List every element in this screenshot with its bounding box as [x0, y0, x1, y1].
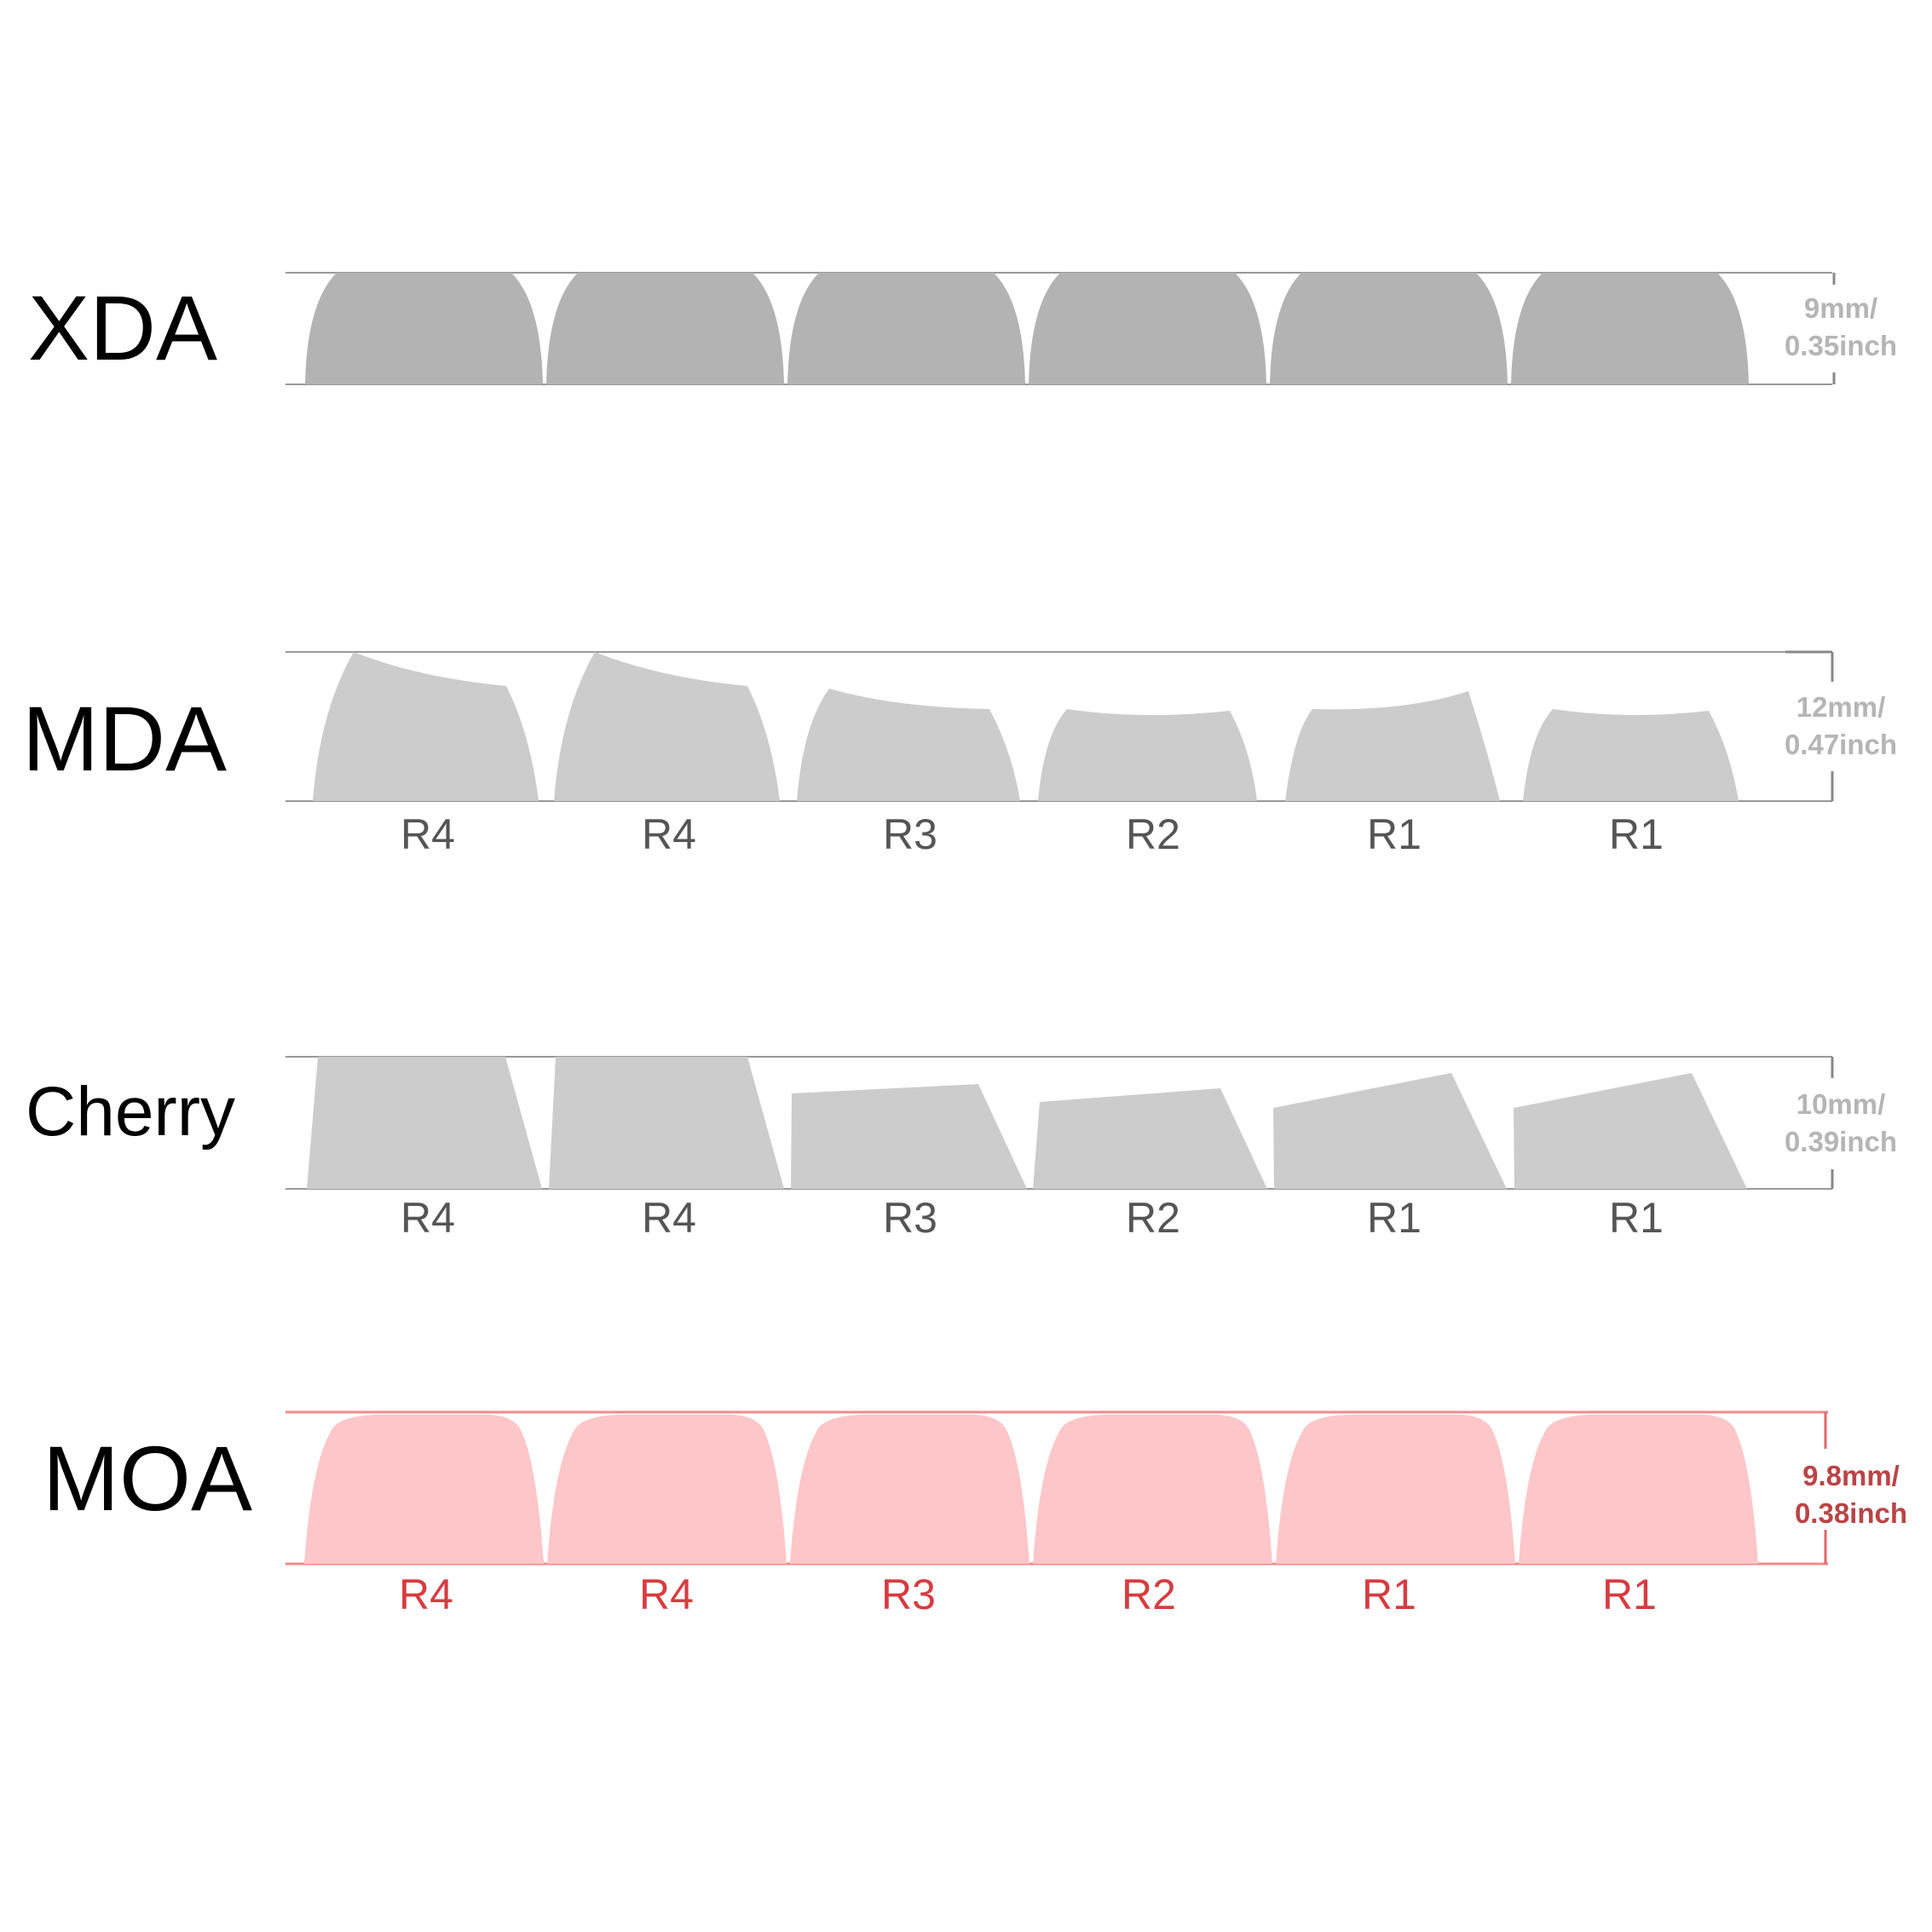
- moa-row-label: R4: [399, 1571, 453, 1618]
- moa-profile-section: [285, 1410, 1828, 1566]
- cherry-keycap: [1514, 1073, 1747, 1189]
- mda-keycap: [797, 689, 1020, 801]
- moa-height-inch: 0.38inch: [1794, 1497, 1908, 1529]
- xda-height-label: 9mm/ 0.35inch: [1756, 290, 1926, 365]
- cherry-profile-section: [285, 1056, 1834, 1190]
- mda-keycap: [313, 652, 539, 801]
- cherry-row-label: R2: [1126, 1194, 1180, 1242]
- cherry-row-label: R4: [642, 1194, 696, 1242]
- mda-keycap: [1285, 691, 1500, 801]
- moa-keycap: [1033, 1415, 1272, 1564]
- cherry-keycap: [549, 1057, 784, 1189]
- xda-profile-section: [285, 272, 1836, 385]
- cherry-height-label: 10mm/ 0.39inch: [1756, 1086, 1926, 1161]
- moa-row-label: R3: [881, 1571, 936, 1618]
- cherry-keycap: [1033, 1088, 1267, 1189]
- moa-row-label: R1: [1362, 1571, 1416, 1618]
- profile-name-mda: MDA: [22, 687, 227, 790]
- moa-keycap: [790, 1415, 1029, 1564]
- mda-height-label: 12mm/ 0.47inch: [1756, 689, 1926, 764]
- cherry-height-inch: 0.39inch: [1784, 1126, 1898, 1157]
- moa-row-label: R1: [1602, 1571, 1657, 1618]
- moa-row-label: R2: [1122, 1571, 1176, 1618]
- mda-keycap: [1038, 709, 1257, 801]
- xda-keycap: [546, 273, 784, 384]
- cherry-keycap: [1273, 1073, 1507, 1189]
- mda-row-label: R4: [401, 810, 455, 858]
- cherry-keycap: [791, 1084, 1027, 1189]
- moa-keycap: [304, 1415, 544, 1564]
- cherry-row-label: R1: [1609, 1194, 1664, 1242]
- moa-row-label: R4: [639, 1571, 694, 1618]
- moa-keycap: [1276, 1415, 1515, 1564]
- mda-row-label: R1: [1367, 810, 1422, 858]
- profile-name-cherry: Cherry: [26, 1073, 236, 1151]
- mda-profile-section: [285, 650, 1834, 802]
- mda-height-inch: 0.47inch: [1784, 729, 1898, 760]
- mda-row-label: R2: [1126, 810, 1180, 858]
- moa-height-label: 9.8mm/ 0.38inch: [1766, 1457, 1932, 1532]
- mda-row-label: R1: [1609, 810, 1664, 858]
- profile-name-xda: XDA: [28, 276, 218, 379]
- mda-row-label: R4: [642, 810, 696, 858]
- xda-keycap: [1511, 273, 1749, 384]
- moa-keycap: [1519, 1415, 1758, 1564]
- mda-keycap: [554, 652, 780, 801]
- xda-keycap: [305, 273, 543, 384]
- mda-height-dimension-marker: [1785, 650, 1834, 801]
- profile-name-moa: MOA: [43, 1427, 253, 1530]
- moa-keycap: [547, 1415, 787, 1564]
- xda-keycap: [787, 273, 1025, 384]
- moa-height-mm: 9.8mm/: [1802, 1460, 1900, 1491]
- cherry-row-label: R3: [883, 1194, 937, 1242]
- cherry-row-label: R4: [401, 1194, 455, 1242]
- xda-height-mm: 9mm/: [1803, 292, 1878, 324]
- xda-height-inch: 0.35inch: [1784, 330, 1898, 361]
- xda-keycap: [1270, 273, 1508, 384]
- xda-keycap: [1029, 273, 1266, 384]
- mda-keycap: [1523, 709, 1739, 801]
- cherry-height-mm: 10mm/: [1796, 1088, 1886, 1120]
- cherry-keycap: [307, 1057, 542, 1189]
- mda-height-mm: 12mm/: [1796, 691, 1886, 723]
- cherry-row-label: R1: [1367, 1194, 1422, 1242]
- mda-row-label: R3: [883, 810, 937, 858]
